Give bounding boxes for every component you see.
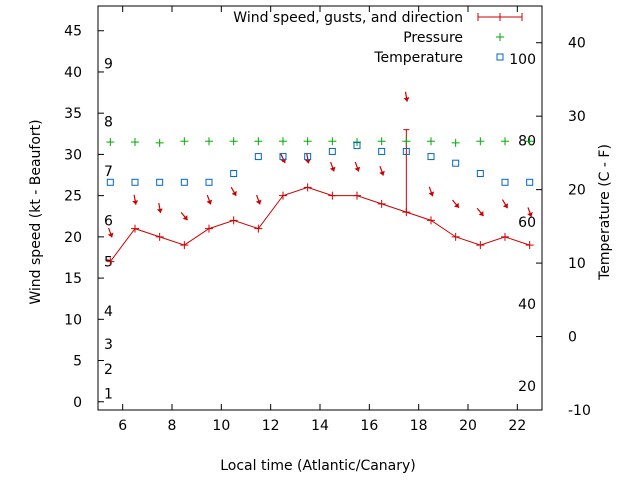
temperature-point [106, 178, 114, 186]
wind-arrow-head [403, 97, 410, 102]
wind-arrow-head [379, 170, 385, 176]
temperature-point [353, 142, 361, 150]
beaufort-label: 7 [104, 164, 113, 180]
y-tick-label: 20 [64, 230, 82, 246]
x-tick-label: 20 [459, 418, 477, 434]
beaufort-label: 4 [104, 304, 113, 320]
fahrenheit-label: 40 [518, 297, 536, 313]
temperature-point [156, 178, 164, 186]
y2-axis-ticks: -10 0 10 20 30 40 [536, 36, 591, 419]
legend-label-temperature: Temperature [373, 50, 463, 66]
x-tick-label: 12 [262, 418, 280, 434]
temperature-point [180, 178, 188, 186]
beaufort-label: 3 [104, 337, 113, 353]
wind-arrow-head [255, 199, 262, 205]
y-tick-label: 0 [73, 395, 82, 411]
y-tick-label: 15 [64, 271, 82, 287]
wind-speed-line [109, 186, 530, 262]
temperature-point [402, 147, 410, 155]
wind-arrow-head [231, 190, 237, 196]
temperature-point [131, 178, 139, 186]
y-tick-label: 35 [64, 106, 82, 122]
wind-arrow-head [304, 158, 311, 164]
beaufort-label: 2 [104, 362, 113, 378]
temperature-point [526, 178, 534, 186]
y-axis-ticks: 0 5 10 15 20 25 30 35 40 45 [64, 24, 104, 411]
wind-arrow-head [329, 166, 336, 172]
wind-arrow-head [454, 202, 459, 208]
wind-arrow-head [527, 212, 533, 217]
x-tick-label: 6 [118, 418, 127, 434]
temperature-point [328, 147, 336, 155]
y2-tick-label: 40 [568, 36, 586, 52]
wind-arrow-head [478, 210, 484, 216]
x-tick-label: 16 [360, 418, 378, 434]
fahrenheit-label: 60 [518, 215, 536, 231]
legend-label-wind: Wind speed, gusts, and direction [233, 10, 463, 26]
x-axis-ticks: 6 8 10 12 14 16 18 20 22 [118, 6, 526, 434]
wind-arrow-head [107, 232, 114, 238]
beaufort-label: 8 [104, 114, 113, 130]
y-tick-label: 30 [64, 147, 82, 163]
x-tick-label: 14 [311, 418, 329, 434]
beaufort-label: 1 [104, 387, 113, 403]
y-tick-label: 10 [64, 312, 82, 328]
y2-tick-label: 10 [568, 256, 586, 272]
plot-border [97, 5, 543, 411]
temperature-point [378, 147, 386, 155]
wind-arrow-head [502, 203, 509, 209]
wind-arrow-head [182, 215, 188, 221]
y-axis-label: Wind speed (kt - Beaufort) [28, 119, 44, 304]
beaufort-label: 6 [104, 213, 113, 229]
temperature-point [304, 153, 312, 161]
beaufort-label: 9 [104, 57, 113, 73]
y2-tick-label: 30 [568, 109, 586, 125]
y2-tick-label: 0 [568, 330, 577, 346]
temperature-point [279, 153, 287, 161]
beaufort-scale-labels: 1 2 3 4 5 6 7 8 9 [104, 57, 113, 403]
x-tick-label: 8 [168, 418, 177, 434]
x-tick-label: 10 [212, 418, 230, 434]
legend: Wind speed, gusts, and direction Pressure… [233, 10, 523, 66]
wind-arrow-head [156, 208, 163, 213]
x-axis-label: Local time (Atlantic/Canary) [220, 458, 416, 474]
plot-frame [97, 5, 543, 411]
y2-axis-label: Temperature (C - F) [597, 144, 613, 281]
temperature-point [476, 169, 484, 177]
fahrenheit-label: 100 [509, 52, 536, 68]
y2-tick-label: 20 [568, 183, 586, 199]
fahrenheit-label: 20 [518, 379, 536, 395]
wind-arrow-head [132, 200, 139, 205]
legend-swatch-temperature [496, 53, 504, 61]
wind-arrow-head [428, 191, 435, 197]
temperature-point [427, 153, 435, 161]
y-tick-label: 25 [64, 189, 82, 205]
y-tick-label: 5 [73, 354, 82, 370]
y-tick-label: 40 [64, 65, 82, 81]
x-tick-label: 18 [410, 418, 428, 434]
wind-arrow-head [206, 199, 213, 205]
wind-arrow-head [354, 166, 361, 172]
y2-tick-label: -10 [568, 403, 591, 419]
temperature-point [501, 178, 509, 186]
temperature-point [205, 178, 213, 186]
temperature-point [254, 153, 262, 161]
beaufort-label: 5 [104, 255, 113, 271]
temperature-point [452, 159, 460, 167]
y-tick-label: 45 [64, 24, 82, 40]
temperature-point [230, 169, 238, 177]
series-layer [106, 91, 534, 266]
legend-label-pressure: Pressure [403, 30, 463, 46]
x-tick-label: 22 [508, 418, 526, 434]
